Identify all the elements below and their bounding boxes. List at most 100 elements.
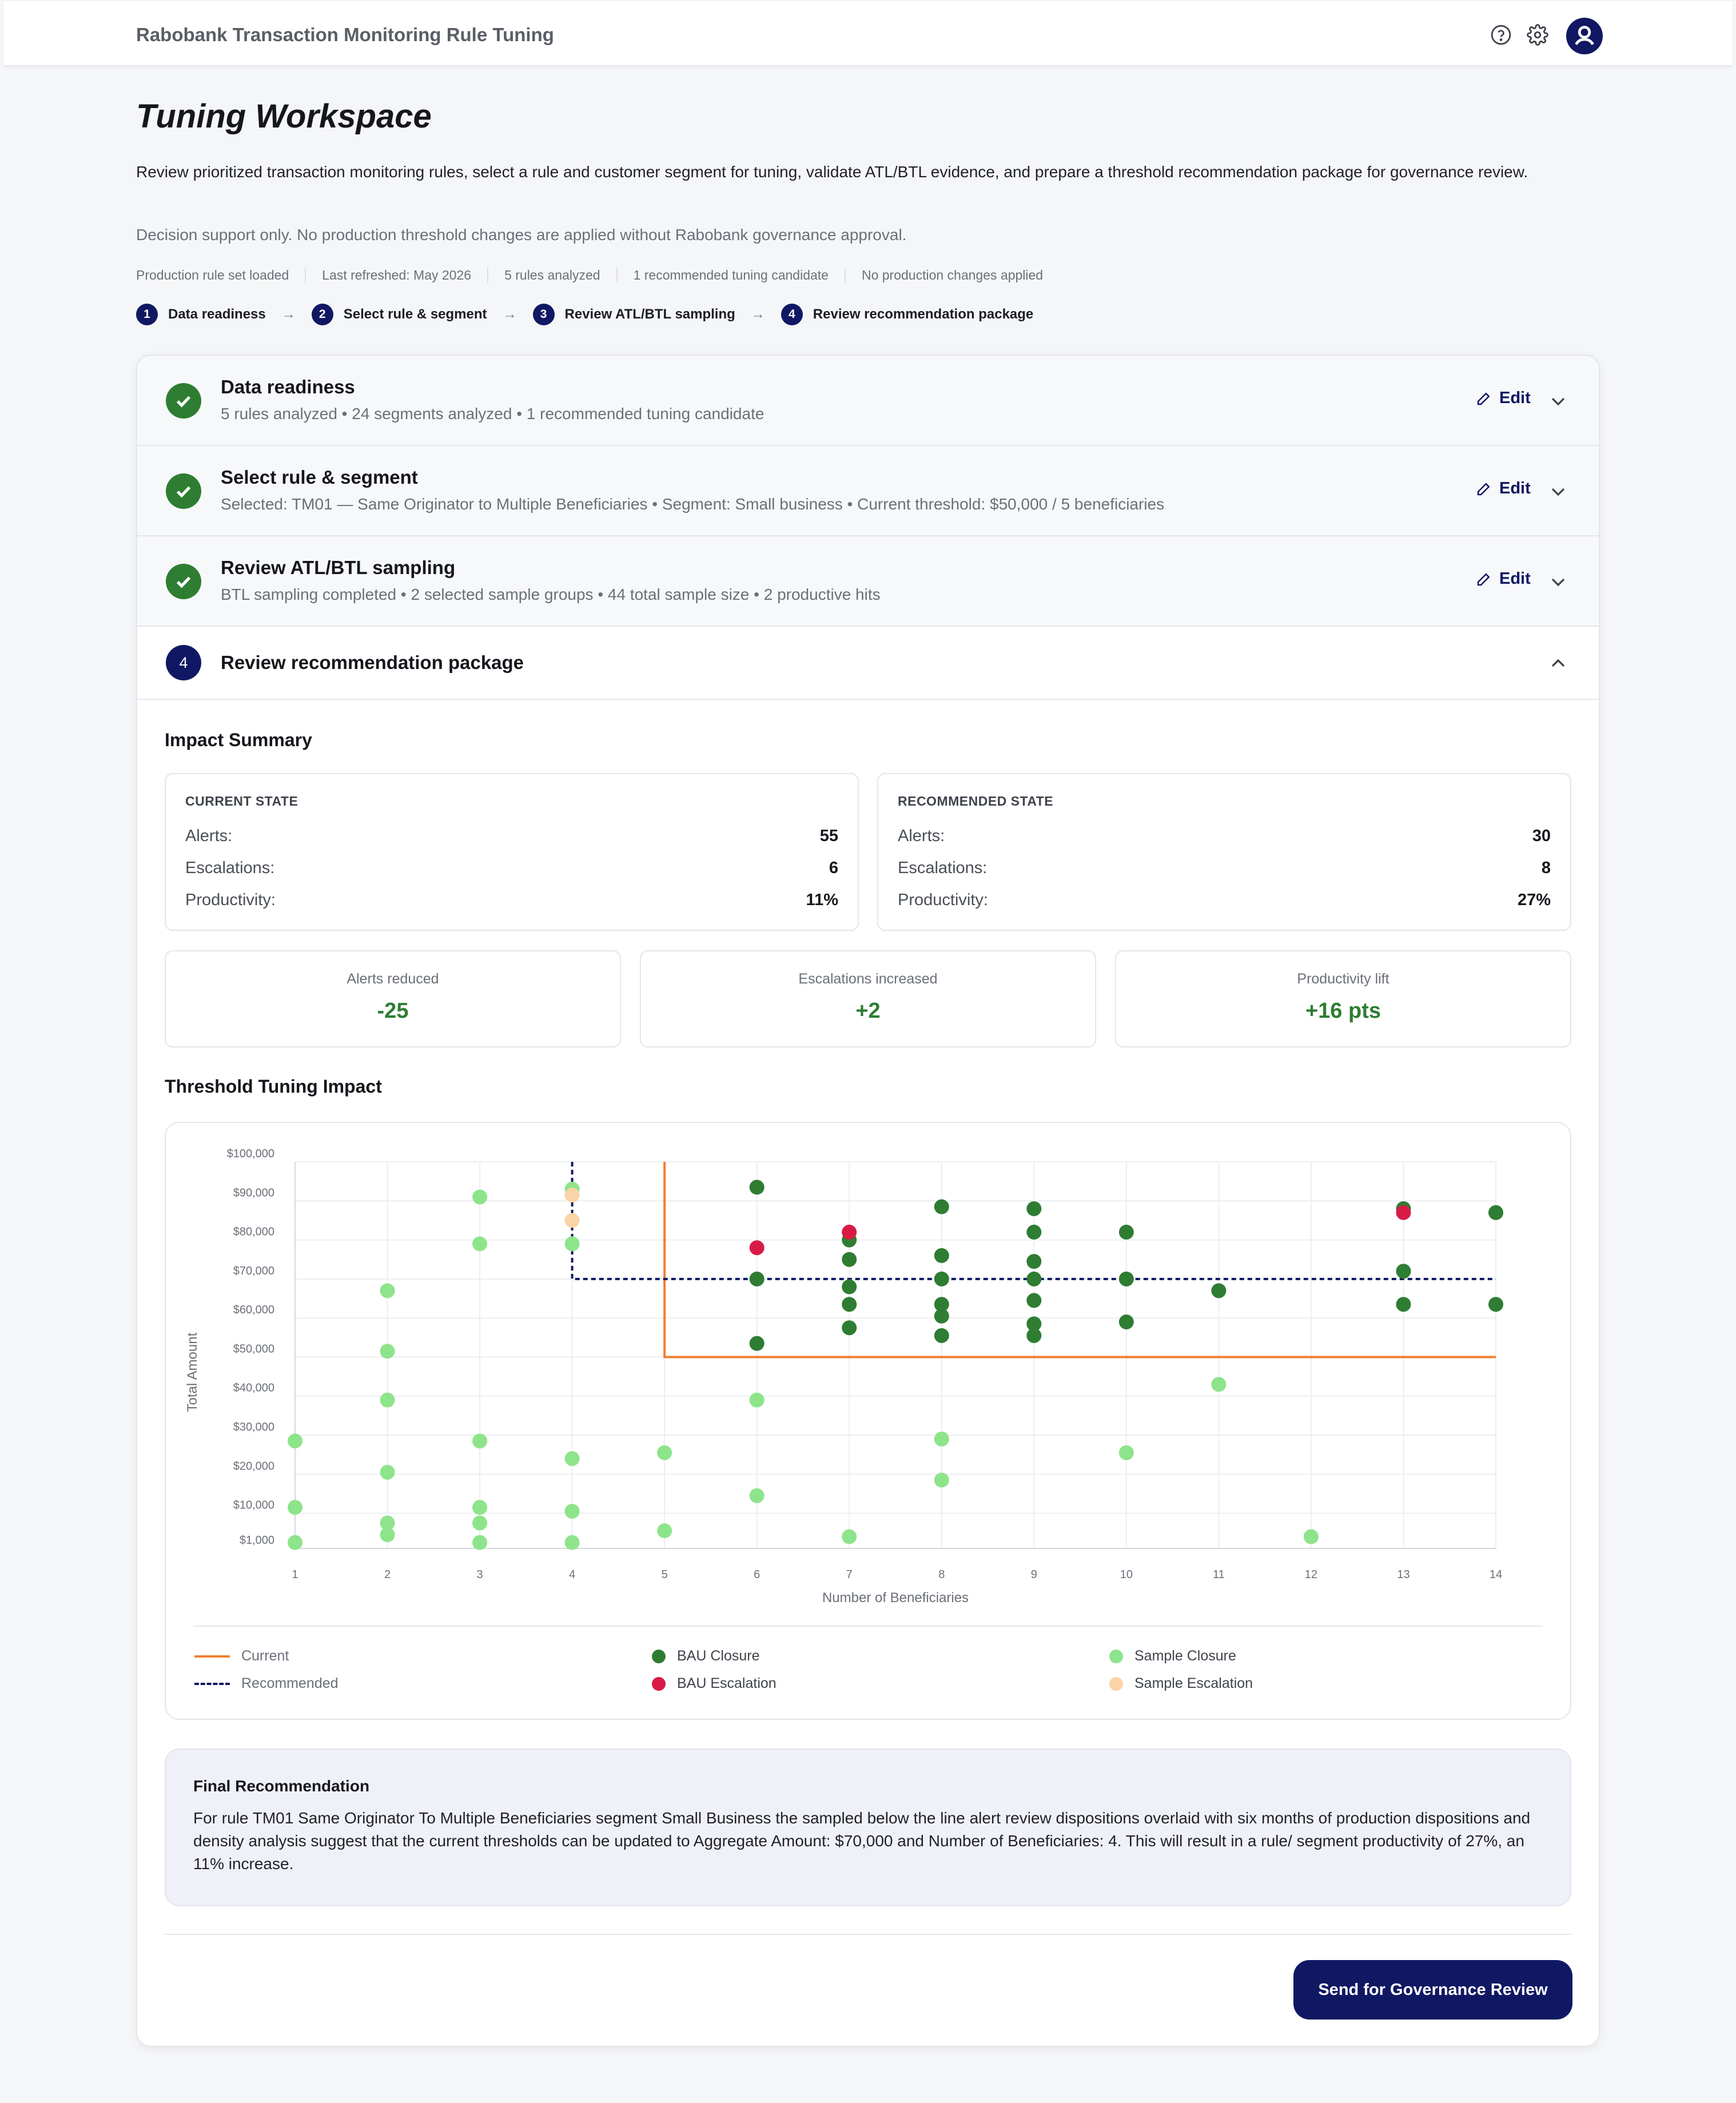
point-bau-closure xyxy=(749,1180,765,1195)
point-bau-closure xyxy=(934,1297,949,1312)
point-sample-closure xyxy=(380,1283,395,1299)
recommended-state-panel: RECOMMENDED STATE Alerts: 30 Escalations:… xyxy=(877,773,1571,931)
meta-item: 5 rules analyzed xyxy=(504,268,618,283)
y-tick-label: $10,000 xyxy=(233,1499,274,1512)
state-row: Productivity: 11% xyxy=(185,891,838,910)
point-bau-closure xyxy=(934,1271,949,1287)
meta-row: Production rule set loaded Last refreshe… xyxy=(136,268,1075,283)
chevron-down-icon[interactable] xyxy=(1547,571,1570,594)
point-bau-closure xyxy=(842,1320,857,1336)
chevron-down-icon[interactable] xyxy=(1547,390,1570,413)
metric-value: 11% xyxy=(806,891,838,909)
y-tick-label: $20,000 xyxy=(233,1460,274,1472)
point-sample-closure xyxy=(1211,1377,1227,1392)
point-bau-closure xyxy=(1026,1201,1042,1216)
point-sample-escalation xyxy=(564,1188,580,1203)
point-bau-closure xyxy=(934,1308,949,1324)
point-sample-closure xyxy=(288,1433,302,1449)
y-tick-label: $80,000 xyxy=(233,1226,274,1238)
point-sample-closure xyxy=(288,1500,302,1515)
point-sample-closure xyxy=(472,1500,488,1515)
arrow-right-icon: → xyxy=(751,306,765,322)
step-number: 4 xyxy=(166,645,201,680)
accordion-title: Review recommendation package xyxy=(221,652,524,673)
point-sample-escalation xyxy=(564,1213,580,1228)
point-sample-closure xyxy=(472,1535,488,1550)
x-tick-label: 8 xyxy=(938,1568,945,1581)
metric-value: 30 xyxy=(1532,827,1551,845)
accordion-title: Data readiness xyxy=(221,376,355,397)
step-label-data-readiness[interactable]: Data readiness xyxy=(168,306,266,322)
edit-button[interactable]: Edit xyxy=(1475,389,1531,408)
legend-label: Sample Closure xyxy=(1134,1648,1236,1664)
x-tick-label: 3 xyxy=(477,1568,483,1581)
chevron-up-icon[interactable] xyxy=(1547,652,1570,675)
meta-item: 1 recommended tuning candidate xyxy=(634,268,846,283)
threshold-line-recommended xyxy=(571,1162,1496,1280)
edit-button[interactable]: Edit xyxy=(1475,479,1531,498)
accordion-recommendation[interactable]: 4 Review recommendation package xyxy=(137,627,1599,700)
current-state-panel: CURRENT STATE Alerts: 55 Escalations: 6 Pr… xyxy=(165,773,859,931)
point-bau-closure xyxy=(749,1271,765,1287)
step-label-recommendation[interactable]: Review recommendation package xyxy=(813,306,1034,322)
point-bau-closure xyxy=(934,1199,949,1214)
scatter-chart: 1 2 3 4 5 6 7 8 9 10 11 12 13 14$100,000$90,000$80,00… xyxy=(185,1148,1543,1627)
y-tick-label: $1,000 xyxy=(240,1534,274,1547)
point-sample-closure xyxy=(472,1515,488,1531)
legend-recommended: Recommended xyxy=(194,1675,339,1692)
accordion-data-readiness[interactable]: Data readiness 5 rules analyzed • 24 seg… xyxy=(137,356,1599,446)
meta-item: Last refreshed: May 2026 xyxy=(322,268,489,283)
legend-dot xyxy=(1109,1649,1123,1663)
threshold-line-current xyxy=(663,1162,1496,1359)
send-governance-review-button[interactable]: Send for Governance Review xyxy=(1293,1960,1572,2020)
check-icon xyxy=(166,564,201,599)
metric-label: Alerts: xyxy=(185,827,233,845)
point-bau-closure xyxy=(1026,1224,1042,1240)
y-tick-label: $70,000 xyxy=(233,1265,274,1277)
point-bau-closure xyxy=(1396,1264,1411,1279)
point-sample-closure xyxy=(657,1523,672,1539)
edit-button[interactable]: Edit xyxy=(1475,569,1531,588)
chevron-down-icon[interactable] xyxy=(1547,480,1570,503)
app-title: Rabobank Transaction Monitoring Rule Tun… xyxy=(136,24,554,45)
gear-icon[interactable] xyxy=(1527,24,1548,46)
final-recommendation-text: For rule TM01 Same Originator To Multipl… xyxy=(193,1809,1531,1873)
state-row: Alerts: 55 xyxy=(185,827,838,846)
kpi-label: Alerts reduced xyxy=(347,971,439,987)
arrow-right-icon: → xyxy=(503,306,517,322)
legend-sample-closure: Sample Closure xyxy=(1109,1648,1236,1664)
point-sample-closure xyxy=(749,1488,765,1503)
avatar[interactable] xyxy=(1566,18,1603,54)
legend-dot xyxy=(1109,1676,1123,1691)
y-tick-label: $30,000 xyxy=(233,1421,274,1433)
divider xyxy=(165,1934,1571,1935)
chart-heading: Threshold Tuning Impact xyxy=(165,1076,382,1097)
step-number: 3 xyxy=(532,304,555,325)
kpi-card: Alerts reduced -25 xyxy=(165,950,621,1047)
step-label-select-rule[interactable]: Select rule & segment xyxy=(343,306,487,322)
point-bau-escalation xyxy=(749,1240,765,1256)
arrow-right-icon: → xyxy=(281,306,296,322)
top-bar: Rabobank Transaction Monitoring Rule Tun… xyxy=(3,1,1733,66)
accordion-sampling[interactable]: Review ATL/BTL sampling BTL sampling com… xyxy=(137,536,1599,627)
point-sample-closure xyxy=(380,1464,395,1480)
point-sample-closure xyxy=(472,1433,488,1449)
point-sample-closure xyxy=(934,1431,949,1447)
point-sample-closure xyxy=(380,1527,395,1543)
point-bau-escalation xyxy=(1396,1205,1411,1220)
accordion-select-rule[interactable]: Select rule & segment Selected: TM01 — S… xyxy=(137,446,1599,536)
state-row: Productivity: 27% xyxy=(898,891,1551,910)
x-tick-label: 7 xyxy=(846,1568,853,1581)
step-label-sampling[interactable]: Review ATL/BTL sampling xyxy=(564,306,735,322)
x-tick-label: 9 xyxy=(1031,1568,1037,1581)
point-sample-closure xyxy=(288,1535,302,1550)
point-sample-closure xyxy=(472,1189,488,1205)
final-recommendation-panel: Final Recommendation For rule TM01 Same … xyxy=(165,1748,1571,1906)
meta-item: Production rule set loaded xyxy=(136,268,306,283)
check-icon xyxy=(166,383,201,419)
edit-label: Edit xyxy=(1499,389,1531,407)
x-tick-label: 10 xyxy=(1120,1568,1133,1581)
help-circle-icon[interactable] xyxy=(1490,24,1512,46)
threshold-chart-panel: 1 2 3 4 5 6 7 8 9 10 11 12 13 14 $100,000 $90,000 $80,00… xyxy=(165,1122,1571,1720)
point-sample-closure xyxy=(380,1392,395,1408)
